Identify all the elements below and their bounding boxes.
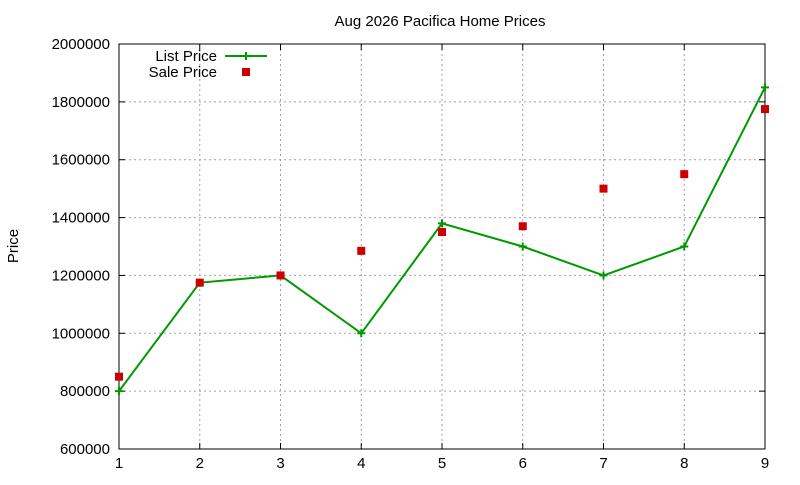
sale-price-point (438, 228, 446, 236)
list-price-point (761, 83, 769, 91)
x-tick-label: 9 (761, 455, 769, 472)
x-tick-label: 8 (680, 455, 688, 472)
sale-price-point (519, 222, 527, 230)
x-tick-label: 4 (357, 455, 365, 472)
y-tick-label: 600000 (60, 441, 110, 458)
y-tick-label: 1200000 (52, 267, 110, 284)
x-tick-label: 7 (599, 455, 607, 472)
y-tick-label: 1000000 (52, 325, 110, 342)
list-price-point (600, 271, 608, 279)
y-tick-label: 2000000 (52, 36, 110, 53)
x-tick-label: 2 (196, 455, 204, 472)
x-tick-label: 1 (115, 455, 123, 472)
x-tick-label: 5 (438, 455, 446, 472)
list-price-point (680, 243, 688, 251)
sale-price-point (680, 170, 688, 178)
y-tick-label: 800000 (60, 383, 110, 400)
sale-price-point (761, 105, 769, 113)
sale-price-point (196, 279, 204, 287)
y-tick-label: 1400000 (52, 210, 110, 227)
sale-price-point (357, 247, 365, 255)
legend-square-sample (242, 68, 250, 76)
chart-title: Aug 2026 Pacifica Home Prices (335, 13, 546, 30)
sale-price-point (277, 271, 285, 279)
y-tick-label: 1800000 (52, 94, 110, 111)
x-tick-label: 3 (276, 455, 284, 472)
list-price-point (519, 243, 527, 251)
legend-label: List Price (155, 48, 217, 65)
sale-price-point (115, 373, 123, 381)
sale-price-point (600, 185, 608, 193)
grid-lines (119, 44, 765, 449)
y-axis-label: Price (5, 229, 22, 263)
y-tick-label: 1600000 (52, 152, 110, 169)
x-tick-label: 6 (519, 455, 527, 472)
legend-label: Sale Price (149, 64, 217, 81)
